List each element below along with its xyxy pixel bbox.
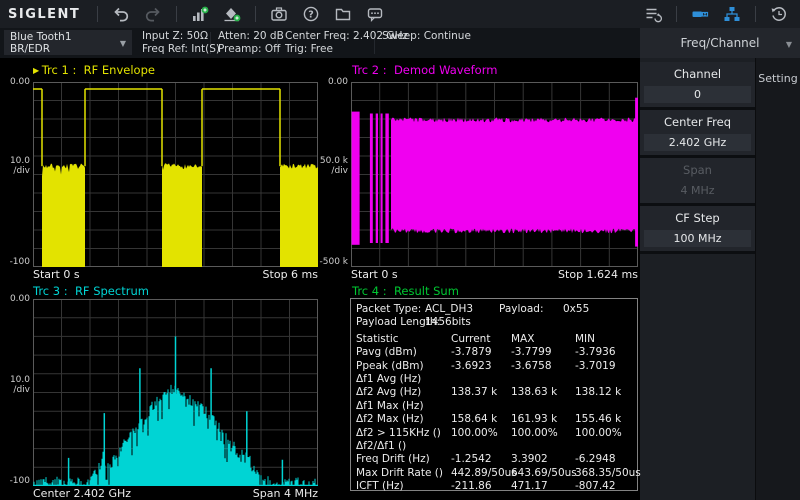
add-trace-icon[interactable] [191,5,209,23]
trc3-y-top: 0.00 [9,294,30,304]
statistic-row: Δf1 Avg (Hz) [356,372,422,385]
trc2-x-labels: Start 0 s Stop 1.624 ms [351,268,638,281]
svg-text:?: ? [309,9,315,20]
usb-icon[interactable] [691,5,709,23]
measure-mode-select[interactable]: Blue Tooth1 BR/EDR ▼ [4,30,132,55]
statistic-row: Δf2/Δf1 () [356,439,407,452]
sidebar-menu: Channel 0 Center Freq 2.402 GHz Span 4 MHz CF … [640,58,755,500]
trc1-title: ▶ Trc 1 : RF Envelope [33,63,155,77]
help-icon[interactable]: ? [302,5,320,23]
statistic-row: Δf2 Max (Hz) 158.64 k 161.93 k 155.46 k [356,413,622,426]
brand-logo: SIGLENT [8,6,81,22]
menu-item-value[interactable]: 2.402 GHz [644,134,751,151]
network-icon[interactable] [723,5,741,23]
packet-type-row: Packet Type: ACL_DH3 Payload: 0x55 [356,303,590,315]
menu-item-cf-step[interactable]: CF Step 100 MHz [640,206,755,254]
status-group-sweep: Sweep: Continue [382,30,471,42]
file-icon[interactable] [334,5,352,23]
trc1-y-top: 0.00 [9,77,30,87]
statistic-row: ICFT (Hz) -211.86 471.17 -807.42 [356,480,616,493]
menu-item-span: Span 4 MHz [640,158,755,206]
sidebar: Channel 0 Center Freq 2.402 GHz Span 4 MHz CF … [640,58,800,500]
statistic-row: Freq Drift (Hz) -1.2542 3.3902 -6.2948 [356,453,616,466]
trc2-title: Trc 2 : Demod Waveform [352,63,498,77]
trc2-y-div: /div [331,166,348,176]
trc3-y-bottom: -100 [9,476,30,486]
message-icon[interactable] [366,5,384,23]
toolbar: SIGLENT [0,0,800,28]
chevron-down-icon: ▼ [785,40,792,49]
toolbar-separator [255,6,257,22]
menu-item-label: CF Step [675,211,720,225]
trc3-title: Trc 3 : RF Spectrum [33,284,149,298]
menu-item-value[interactable]: 100 MHz [644,230,751,247]
add-marker-icon[interactable] [223,5,241,23]
trc1-rf-envelope-plot[interactable] [33,82,318,267]
trc1-y-bottom: -100 [9,257,30,267]
chevron-down-icon: ▼ [119,39,126,48]
menu-item-label: Span [683,163,712,177]
toolbar-separator [676,6,677,22]
statistic-header-row: Statistic Current MAX MIN [356,332,596,345]
trc3-x-labels: Center 2.402 GHz Span 4 MHz [33,487,318,500]
sidebar-header-label: Freq/Channel [680,36,760,50]
payload-length-row: Payload Length: 1456bits [356,316,471,329]
statistic-row: Δf1 Max (Hz) [356,399,424,412]
trc2-y-bottom: -500 k [319,257,349,267]
active-trace-arrow-icon: ▶ [33,66,42,75]
tab-setting[interactable]: Setting [758,72,798,85]
trc3-rf-spectrum-plot[interactable] [33,299,318,486]
trc3-y-mid: 10.0 [9,375,30,385]
trc2-demod-waveform-plot[interactable] [351,82,638,267]
status-bar: Blue Tooth1 BR/EDR ▼ Input Z: 50Ω Freq Re… [0,28,640,58]
menu-item-value[interactable]: 0 [644,86,751,103]
trc3-y-div: /div [13,385,30,395]
status-group-freq: Center Freq: 2.402 GHz Trig: Free [285,30,408,55]
statistic-row: Δf2 > 115KHz () 100.00% 100.00% 100.00% [356,426,622,439]
statistic-row: Max Drift Rate () 442.89/50us 643.69/50us 3… [356,466,641,479]
trc2-y-top: 0.00 [327,77,348,87]
toolbar-separator [755,6,756,22]
menu-item-channel[interactable]: Channel 0 [640,62,755,110]
trc1-x-labels: Start 0 s Stop 6 ms [33,268,318,281]
trc2-y-mid: 50.0 k [319,156,348,166]
redo-icon[interactable] [144,5,162,23]
statistic-row: Ppeak (dBm) -3.6923 -3.6758 -3.7019 [356,359,616,372]
trc1-y-div: /div [13,166,30,176]
menu-item-center-freq[interactable]: Center Freq 2.402 GHz [640,110,755,158]
task-list-icon[interactable] [644,5,662,23]
camera-icon[interactable] [270,5,288,23]
trc1-y-mid: 10.0 [9,156,30,166]
statistic-row: Δf2 Avg (Hz) 138.37 k 138.63 k 138.12 k [356,386,622,399]
toolbar-separator [176,6,178,22]
undo-icon[interactable] [112,5,130,23]
statistic-row: Pavg (dBm) -3.7879 -3.7799 -3.7936 [356,346,616,359]
toolbar-separator [97,6,99,22]
sidebar-header[interactable]: Freq/Channel ▼ [640,28,800,58]
mode-line1: Blue Tooth1 [10,31,72,43]
mode-line2: BR/EDR [10,43,51,55]
result-sum-table: Packet Type: ACL_DH3 Payload: 0x55 Payload L… [350,298,641,493]
status-group-atten: Atten: 20 dB Preamp: Off [218,30,284,55]
menu-item-value: 4 MHz [680,184,715,197]
menu-item-label: Center Freq [664,115,731,129]
sidebar-tabs: Setting [755,58,800,500]
trc4-title: Trc 4 : Result Sum [352,284,459,298]
menu-item-label: Channel [673,67,722,81]
history-icon[interactable] [770,5,788,23]
status-group-input: Input Z: 50Ω Freq Ref: Int(S) [142,30,221,55]
